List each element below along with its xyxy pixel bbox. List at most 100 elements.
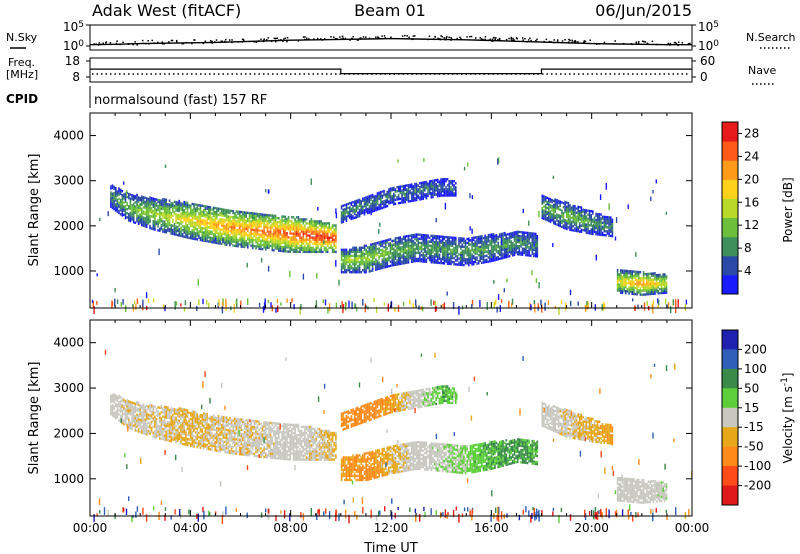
- echo-cell: [450, 250, 452, 253]
- echo-cell: [406, 243, 408, 246]
- echo-cell: [326, 240, 329, 243]
- echo-cell: [647, 293, 650, 296]
- echo-cell: [417, 190, 420, 193]
- echo-cell: [165, 200, 168, 204]
- echo-cell: [186, 224, 189, 227]
- echo-cell: [368, 199, 371, 202]
- echo-cell: [315, 224, 318, 227]
- echo-cell: [389, 246, 392, 249]
- echo-cell: [365, 262, 367, 266]
- echo-cell: [265, 244, 267, 247]
- echo-cell: [260, 221, 262, 224]
- echo-cell: [541, 196, 544, 199]
- echo-cell: [173, 206, 176, 210]
- echo-cell: [476, 252, 478, 255]
- echo-cell: [448, 260, 450, 263]
- echo-cell: [590, 218, 592, 221]
- echo-cell: [651, 292, 653, 296]
- echo-cell: [530, 246, 532, 249]
- echo-cell: [665, 283, 668, 286]
- echo-cell: [347, 206, 349, 210]
- echo-cell: [250, 224, 252, 227]
- echo-cell: [412, 244, 415, 247]
- echo-cell: [281, 215, 283, 218]
- echo-cell: [154, 202, 156, 205]
- echo-cell: [432, 236, 434, 240]
- echo-cell: [528, 234, 530, 237]
- echo-cell: [318, 242, 321, 245]
- echo-cell: [590, 210, 592, 213]
- echo-cell: [134, 205, 137, 208]
- noise-point: [408, 36, 410, 39]
- echo-cell: [580, 210, 583, 213]
- echo-cell: [590, 220, 592, 223]
- echo-cell: [541, 206, 544, 210]
- noise-point: [493, 40, 495, 42]
- echo-cell: [363, 203, 366, 206]
- echo-cell: [515, 230, 517, 234]
- echo-cell: [433, 247, 436, 250]
- echo-cell: [219, 232, 221, 235]
- echo-cell: [541, 210, 544, 214]
- echo-cell: [300, 218, 303, 221]
- echo-cell: [641, 285, 643, 288]
- echo-cell: [580, 214, 583, 217]
- echo-cell: [115, 205, 117, 208]
- echo-cell: [440, 190, 442, 193]
- echo-cell: [232, 236, 234, 239]
- echo-cell: [417, 249, 420, 253]
- echo-cell: [209, 232, 212, 235]
- echo-cell: [566, 215, 568, 218]
- echo-cell: [286, 234, 288, 237]
- echo-cell: [260, 217, 262, 220]
- echo-cell: [331, 238, 334, 241]
- echo-cell: [440, 257, 442, 261]
- echo-cell: [216, 215, 218, 218]
- echo-cell: [110, 201, 112, 204]
- echo-cell: [493, 279, 495, 284]
- echo-cell: [150, 227, 153, 230]
- echo-cell: [628, 278, 630, 281]
- echo-cell: [227, 211, 230, 214]
- echo-cell: [427, 188, 429, 191]
- echo-cell: [370, 249, 372, 252]
- echo-cell: [186, 234, 189, 237]
- echo-cell: [646, 285, 648, 288]
- echo-cell: [575, 221, 578, 224]
- echo-cell: [265, 240, 267, 243]
- echo-cell: [180, 220, 182, 223]
- noise-point: [204, 40, 207, 42]
- echo-cell: [245, 244, 247, 247]
- echo-cell: [237, 224, 239, 228]
- echo-cell: [642, 293, 645, 296]
- echo-cell: [598, 229, 601, 232]
- echo-cell: [266, 230, 269, 233]
- echo-cell: [603, 229, 606, 233]
- echo-cell: [596, 223, 599, 226]
- echo-cell: [386, 265, 389, 268]
- echo-cell: [552, 217, 555, 221]
- echo-cell: [181, 210, 184, 214]
- echo-cell: [438, 245, 441, 248]
- echo-cell: [235, 222, 238, 225]
- echo-cell: [596, 225, 599, 228]
- echo-cell: [518, 251, 521, 254]
- echo-cell: [557, 207, 560, 211]
- echo-cell: [222, 218, 225, 221]
- echo-cell: [570, 222, 573, 226]
- echo-cell: [345, 219, 348, 222]
- echo-cell: [145, 219, 148, 222]
- echo-cell: [368, 270, 371, 273]
- echo-cell: [430, 248, 433, 252]
- noise-point: [446, 36, 448, 38]
- noise-point: [263, 39, 265, 42]
- echo-cell: [443, 182, 446, 185]
- noise-point: [508, 37, 510, 40]
- echo-cell: [543, 197, 545, 200]
- echo-cell: [181, 212, 184, 216]
- echo-cell: [477, 262, 480, 265]
- echo-cell: [510, 234, 512, 237]
- echo-cell: [217, 225, 220, 229]
- echo-cell: [299, 248, 301, 251]
- echo-cell: [154, 212, 156, 215]
